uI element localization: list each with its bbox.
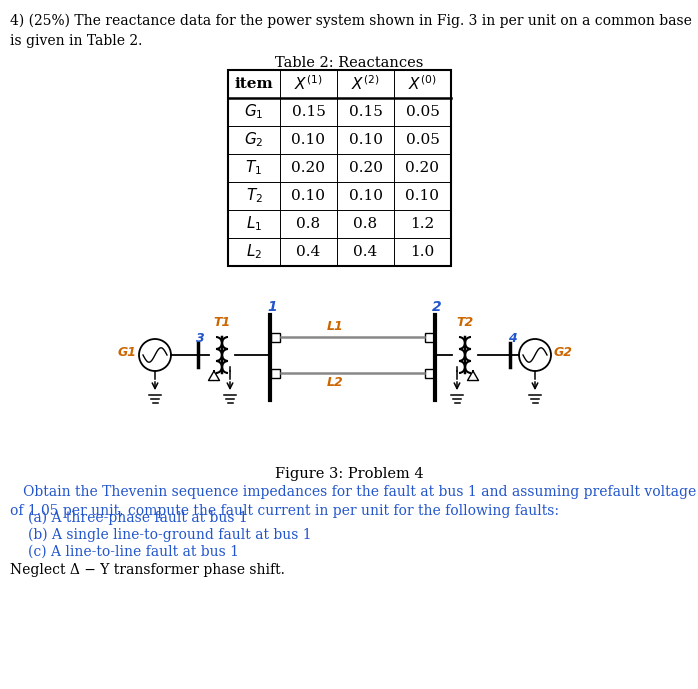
Text: 0.20: 0.20 xyxy=(406,161,440,175)
Text: 1: 1 xyxy=(267,300,277,314)
Text: Neglect Δ − Y transformer phase shift.: Neglect Δ − Y transformer phase shift. xyxy=(10,563,285,577)
Text: 0.15: 0.15 xyxy=(348,105,383,119)
Text: Obtain the Thevenin sequence impedances for the fault at bus 1 and assuming pref: Obtain the Thevenin sequence impedances … xyxy=(10,485,696,519)
Text: T2: T2 xyxy=(456,316,474,329)
Text: $L_1$: $L_1$ xyxy=(246,215,262,234)
Text: 0.20: 0.20 xyxy=(348,161,383,175)
Text: 0.10: 0.10 xyxy=(406,189,440,203)
Text: 0.10: 0.10 xyxy=(292,133,325,147)
Text: $X^{(1)}$: $X^{(1)}$ xyxy=(295,74,322,93)
Text: 2: 2 xyxy=(432,300,442,314)
Text: 0.8: 0.8 xyxy=(297,217,320,231)
Text: Table 2: Reactances: Table 2: Reactances xyxy=(275,56,423,70)
Text: 0.05: 0.05 xyxy=(406,133,440,147)
Text: 0.10: 0.10 xyxy=(292,189,325,203)
Text: 1.0: 1.0 xyxy=(410,245,435,259)
Bar xyxy=(425,333,434,342)
Text: G2: G2 xyxy=(554,347,572,360)
Text: 0.8: 0.8 xyxy=(353,217,378,231)
Text: G1: G1 xyxy=(117,347,137,360)
Text: Figure 3: Problem 4: Figure 3: Problem 4 xyxy=(275,467,423,481)
Text: (b) A single line-to-ground fault at bus 1: (b) A single line-to-ground fault at bus… xyxy=(28,528,311,542)
Bar xyxy=(425,369,434,378)
Text: $L_2$: $L_2$ xyxy=(246,243,262,261)
Bar xyxy=(271,369,280,378)
Text: 0.20: 0.20 xyxy=(292,161,325,175)
Text: L2: L2 xyxy=(327,376,343,389)
Text: 0.10: 0.10 xyxy=(348,189,383,203)
Text: T1: T1 xyxy=(214,316,230,329)
Text: 4: 4 xyxy=(507,333,517,345)
Text: $X^{(2)}$: $X^{(2)}$ xyxy=(351,74,380,93)
Text: L1: L1 xyxy=(327,320,343,333)
Text: 1.2: 1.2 xyxy=(410,217,435,231)
Text: $T_2$: $T_2$ xyxy=(246,187,262,205)
Bar xyxy=(271,333,280,342)
Text: $X^{(0)}$: $X^{(0)}$ xyxy=(408,74,437,93)
Text: $T_1$: $T_1$ xyxy=(246,158,262,177)
Text: 3: 3 xyxy=(195,333,205,345)
Text: 0.10: 0.10 xyxy=(348,133,383,147)
Text: 0.15: 0.15 xyxy=(292,105,325,119)
Bar xyxy=(228,70,451,266)
Text: (a) A three-phase fault at bus 1: (a) A three-phase fault at bus 1 xyxy=(28,511,248,526)
Text: 0.4: 0.4 xyxy=(353,245,378,259)
Text: $G_1$: $G_1$ xyxy=(244,103,264,121)
Text: 4) (25%) The reactance data for the power system shown in Fig. 3 in per unit on : 4) (25%) The reactance data for the powe… xyxy=(10,14,692,48)
Text: 0.05: 0.05 xyxy=(406,105,440,119)
Text: 0.4: 0.4 xyxy=(297,245,320,259)
Text: (c) A line-to-line fault at bus 1: (c) A line-to-line fault at bus 1 xyxy=(28,545,239,559)
Text: $G_2$: $G_2$ xyxy=(244,131,264,150)
Text: item: item xyxy=(235,77,274,91)
